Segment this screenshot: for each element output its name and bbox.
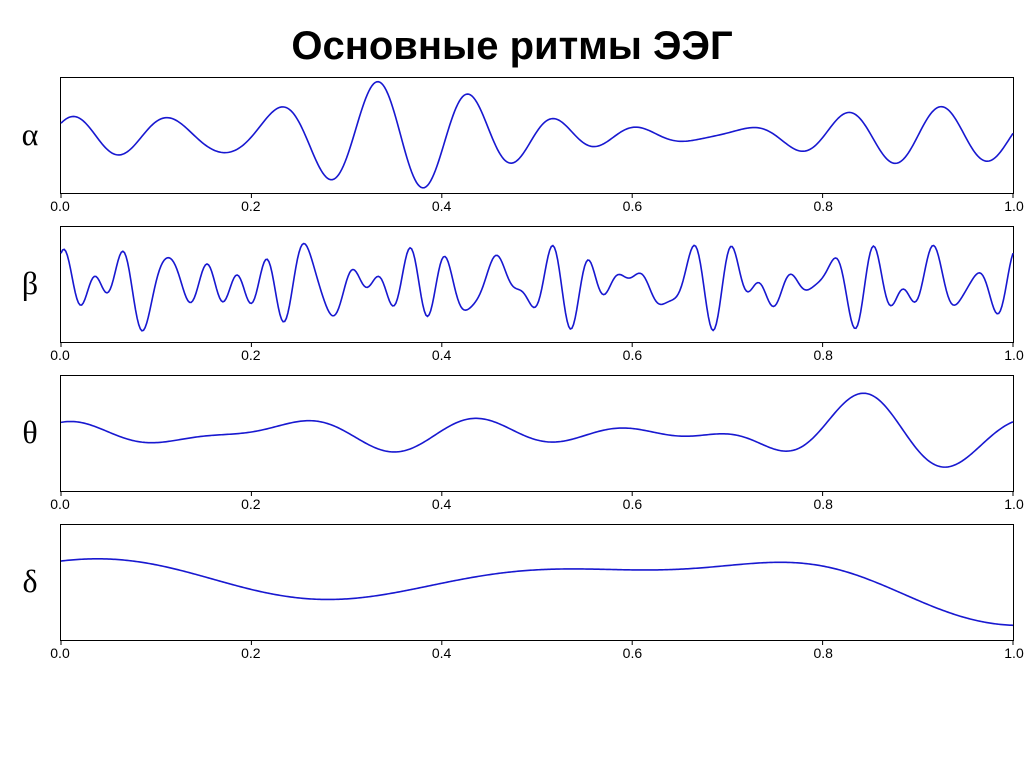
x-tick-label: 0.6 (623, 496, 642, 512)
x-tick-label: 0.0 (50, 198, 69, 214)
plot-wrap: 0.00.20.40.60.81.0 (60, 375, 1014, 512)
x-tick-label: 0.2 (241, 496, 260, 512)
x-tick-label: 0.4 (432, 496, 451, 512)
x-tick-label: 0.0 (50, 496, 69, 512)
waveform-path (61, 82, 1013, 188)
x-tick-label: 0.6 (623, 198, 642, 214)
x-tick-label: 0.4 (432, 645, 451, 661)
waveform-path (61, 559, 1013, 625)
waveform-svg (61, 78, 1013, 193)
x-tick-label: 0.4 (432, 347, 451, 363)
x-tick-label: 0.4 (432, 198, 451, 214)
waveform-path (61, 393, 1013, 467)
x-tick-label: 0.8 (813, 496, 832, 512)
plot-box (60, 226, 1014, 343)
plot-wrap: 0.00.20.40.60.81.0 (60, 226, 1014, 363)
x-tick-label: 0.2 (241, 645, 260, 661)
plot-wrap: 0.00.20.40.60.81.0 (60, 524, 1014, 661)
panel-label: β (0, 226, 60, 341)
x-tick-label: 0.0 (50, 347, 69, 363)
panel-row: β0.00.20.40.60.81.0 (0, 226, 1014, 363)
waveform-svg (61, 227, 1013, 342)
panel-label: α (0, 77, 60, 192)
x-tick-label: 0.8 (813, 645, 832, 661)
x-tick-label: 1.0 (1004, 645, 1023, 661)
x-axis: 0.00.20.40.60.81.0 (60, 492, 1014, 512)
x-axis: 0.00.20.40.60.81.0 (60, 343, 1014, 363)
waveform-svg (61, 376, 1013, 491)
panel-label: δ (0, 524, 60, 639)
x-tick-label: 0.6 (623, 645, 642, 661)
x-tick-label: 0.6 (623, 347, 642, 363)
x-tick-label: 0.0 (50, 645, 69, 661)
panel-row: δ0.00.20.40.60.81.0 (0, 524, 1014, 661)
plot-box (60, 524, 1014, 641)
x-tick-label: 0.2 (241, 347, 260, 363)
x-tick-label: 0.8 (813, 198, 832, 214)
waveform-svg (61, 525, 1013, 640)
panel-label: θ (0, 375, 60, 490)
plot-box (60, 375, 1014, 492)
x-tick-label: 1.0 (1004, 496, 1023, 512)
x-tick-label: 1.0 (1004, 198, 1023, 214)
plot-wrap: 0.00.20.40.60.81.0 (60, 77, 1014, 214)
panel-row: θ0.00.20.40.60.81.0 (0, 375, 1014, 512)
x-axis: 0.00.20.40.60.81.0 (60, 194, 1014, 214)
chart-grid: α 0.0 0.2 0.4 0.6 0.8 1.0 β 0.0 0.2 0.4 0.6 0.8 1.0 θ 0… (0, 77, 1024, 661)
x-tick-label: 0.2 (241, 198, 260, 214)
plot-box (60, 77, 1014, 194)
panel-row: α0.00.20.40.60.81.0 (0, 77, 1014, 214)
x-tick-label: 0.8 (813, 347, 832, 363)
page-title: Основные ритмы ЭЭГ (0, 0, 1024, 77)
x-axis: 0.00.20.40.60.81.0 (60, 641, 1014, 661)
x-tick-label: 1.0 (1004, 347, 1023, 363)
waveform-path (61, 243, 1013, 330)
